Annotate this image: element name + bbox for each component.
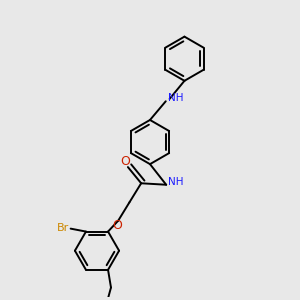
Text: O: O [112,220,122,232]
Text: Br: Br [57,223,69,233]
Text: O: O [121,155,130,168]
Text: NH: NH [168,93,184,103]
Text: NH: NH [168,177,183,188]
